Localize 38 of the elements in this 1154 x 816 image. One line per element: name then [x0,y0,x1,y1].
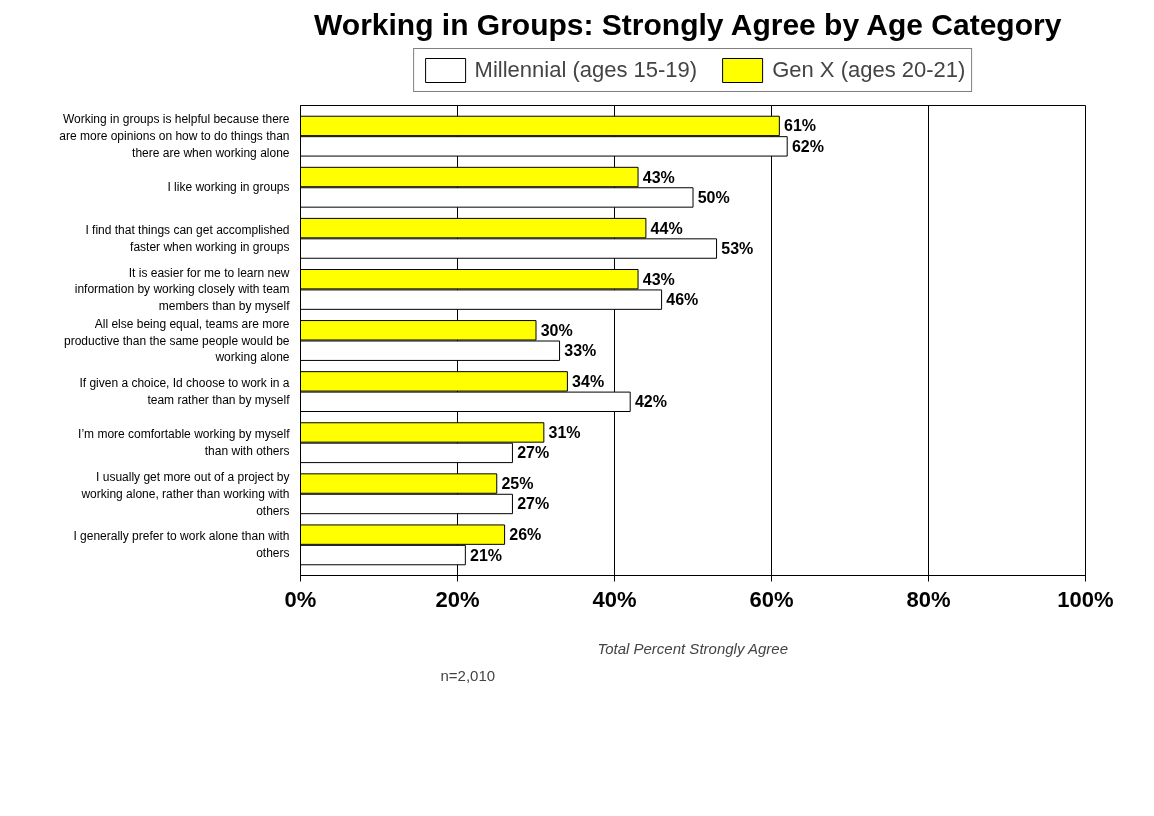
data-label: 50% [697,188,730,206]
data-label: 34% [572,372,605,390]
y-tick-label: All else being equal, teams are more productive than the same people would be working alone [64,316,290,365]
data-label: 46% [666,291,699,309]
text: n=2,010 [440,666,496,684]
data-label: 43% [642,270,675,288]
data-label: 27% [517,444,550,462]
y-tick-label: I like working in groups [167,180,290,195]
y-tick-label: I usually get more out of a project by working alone, rather than working with others [80,469,290,518]
x-tick-label: 100% [1057,586,1114,612]
data-label: 21% [470,546,503,564]
data-label: 53% [721,240,754,258]
data-label: 31% [548,423,581,441]
x-tick-label: 40% [592,586,637,612]
data-label: 25% [501,475,534,493]
x-tick-label: 20% [435,586,480,612]
data-label: 30% [540,321,573,339]
x-tick-label: 80% [906,586,951,612]
data-label: 26% [509,526,542,544]
y-tick-label: Working in groups is helpful because there are more opinions on how to do things than there are when working alone [59,112,290,160]
x-axis-title: Total Percent Strongly Agree [597,639,789,657]
y-tick-label: I’m more comfortable working by myself than with others [78,427,291,459]
y-tick-label: If given a choice, Id choose to work in a team rather than by myself [79,376,291,407]
data-label: 43% [642,168,675,186]
data-label: 61% [784,117,817,135]
data-label: 33% [564,342,597,360]
data-label: 44% [650,219,683,237]
x-tick-label: 0% [284,586,317,612]
data-label: 27% [517,495,550,513]
legend-label: Millennial (ages 15-19) [474,56,698,84]
chart-title: Working in Groups: Strongly Agree by Age Category [314,7,1062,41]
y-tick-label: I generally prefer to work alone than with others [73,529,290,561]
y-tick-label: It is easier for me to learn new information by working closely with team members than by myself [74,265,291,314]
data-label: 42% [634,393,667,411]
legend-label: Gen X (ages 20-21) [772,56,966,84]
y-tick-label: I find that things can get accomplished faster when working in groups [85,222,290,254]
data-label: 62% [791,137,824,155]
x-tick-label: 60% [749,586,794,612]
